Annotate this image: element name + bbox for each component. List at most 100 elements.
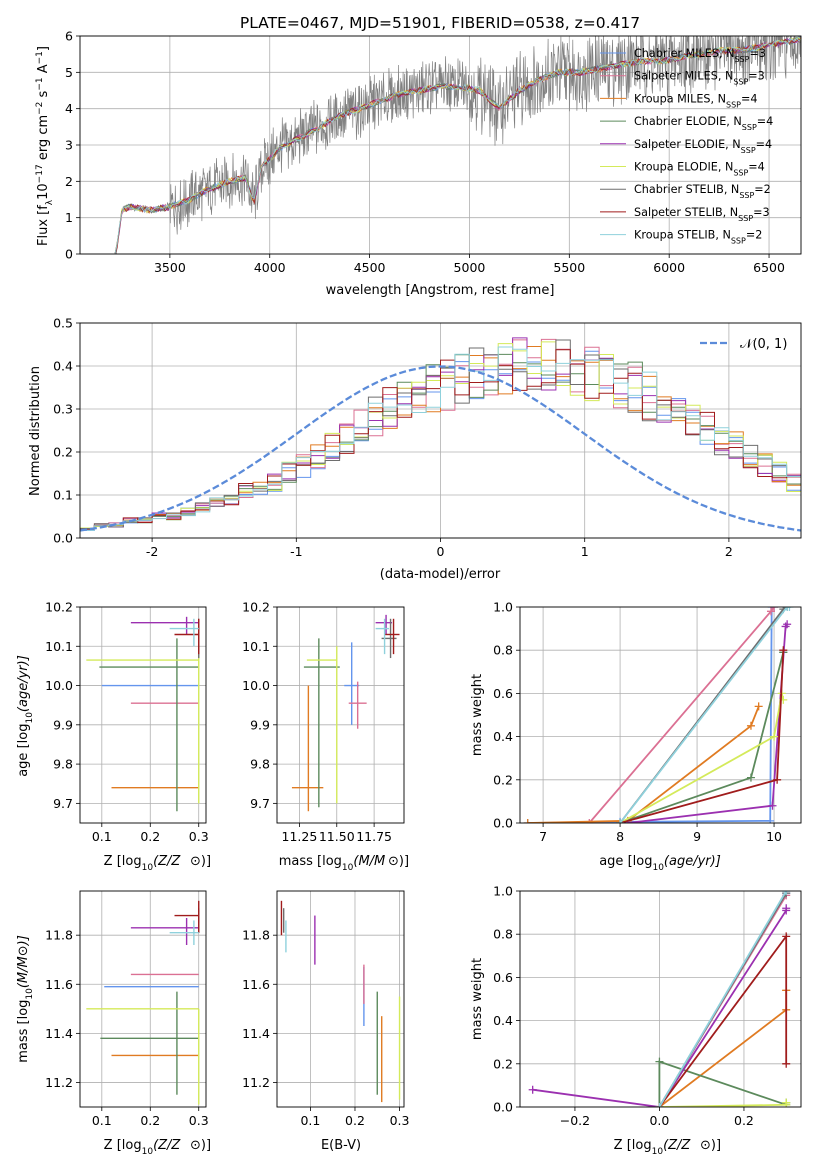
legend-entry: Chabrier ELODIE, NSSP=4 (634, 115, 773, 132)
ytick-label: 0.6 (493, 686, 513, 701)
legend-entry: 𝒩(0, 1) (740, 337, 787, 352)
grid-age_vs_Z (80, 606, 206, 823)
ytick-label: 10.1 (242, 639, 270, 654)
ytick-label: 0.0 (53, 531, 73, 546)
xtick-label: 0.2 (140, 1113, 160, 1128)
mass-weight-marker (585, 819, 594, 823)
mass-weight-marker (782, 904, 791, 913)
mass-weight-marker (782, 932, 791, 941)
ytick-label: 0.4 (53, 359, 73, 374)
xtick-label: 0.1 (300, 1113, 320, 1128)
mass-weight-marker (528, 1085, 537, 1094)
axes-frame (79, 890, 207, 1108)
ytick-label: 9.8 (53, 757, 73, 772)
x-axis-label: E(B-V) (321, 1138, 361, 1153)
ytick-label: 0.1 (53, 488, 73, 503)
errorbar-point (100, 991, 199, 1095)
ytick-label: 9.9 (250, 717, 270, 732)
plot-area-age_vs_Z (86, 616, 200, 812)
errorbar-point (130, 918, 199, 945)
xtick-label: 5500 (553, 260, 585, 275)
errorbar-point (174, 618, 200, 655)
plot-area-age_vs_mass (291, 614, 400, 812)
errorbar-point (384, 618, 400, 655)
errorbar-point (86, 638, 200, 804)
mass-weight-marker (782, 1098, 791, 1107)
mass-weight-marker (768, 801, 777, 810)
xtick-label: 5000 (454, 260, 486, 275)
xtick-label: 0.0 (649, 1113, 669, 1128)
mass-weight-marker (782, 1059, 791, 1068)
ytick-label: 1.0 (493, 884, 513, 899)
mass-weight-line (527, 706, 760, 823)
legend-entry: Salpeter STELIB, NSSP=3 (634, 206, 770, 223)
plot-area-mass_vs_ebv (280, 900, 401, 1103)
y-axis-label: Normed distribution (28, 366, 43, 496)
errorbar-point (375, 618, 390, 655)
errorbar-point (306, 646, 338, 804)
ytick-label: 0.0 (493, 816, 513, 831)
ytick-label: 0 (65, 247, 73, 262)
ytick-label: 10.0 (45, 678, 73, 693)
legend-entry: Salpeter MILES, NSSP=3 (634, 70, 765, 87)
axes-frame (519, 890, 802, 1108)
xtick-label: -2 (146, 544, 158, 559)
ytick-label: 9.7 (53, 796, 73, 811)
ytick-label: 11.4 (242, 1026, 270, 1041)
ytick-label: 11.4 (45, 1026, 73, 1041)
ytick-label: 4 (65, 101, 73, 116)
xtick-label: 1 (581, 544, 589, 559)
ytick-label: 11.6 (242, 977, 270, 992)
axes-mass_weight_vs_age: 7 8 9 10 0.0 0.2 0.4 0.6 0.8 1.0 (493, 600, 802, 844)
mass-weight-marker (655, 1103, 664, 1107)
ytick-label: 0.4 (493, 729, 513, 744)
errorbar-point (169, 920, 199, 945)
ytick-label: 0.8 (493, 643, 513, 658)
y-axis-label: mass weight (470, 674, 485, 756)
mass-weight-line (619, 693, 785, 823)
mass-weight-marker (746, 773, 755, 782)
axes-frame (276, 890, 405, 1108)
legend-entry: Kroupa ELODIE, NSSP=4 (634, 161, 765, 178)
x-axis-label: Z [log10(Z/Z (614, 1138, 692, 1157)
errorbar-point (169, 618, 199, 647)
mass-weight-line (658, 1060, 788, 1107)
mass-weight-line (658, 891, 787, 1107)
x-axis-label: mass [log10(M/M (279, 854, 386, 873)
xtick-label: 4500 (354, 260, 386, 275)
x-axis-label-suffix: ⊙)] (190, 854, 211, 869)
xtick-label: 7 (539, 829, 547, 844)
normal-curve (80, 365, 801, 532)
xtick-label: 0.1 (92, 1113, 112, 1128)
xtick-label: 10 (766, 829, 782, 844)
mass-weight-line (619, 607, 790, 823)
ytick-label: 0.2 (493, 1056, 513, 1071)
x-axis-label: wavelength [Angstrom, rest frame] (326, 283, 555, 298)
plot-area-mass_weight_vs_Z (528, 891, 791, 1107)
chart-title: PLATE=0467, MJD=51901, FIBERID=0538, z=0… (240, 14, 640, 32)
errorbar-point (86, 1008, 200, 1105)
xtick-label: 6000 (653, 260, 685, 275)
plot-area-spectrum (114, 36, 801, 254)
mass-weight-line (658, 933, 788, 1107)
xtick-label: 0.1 (92, 829, 112, 844)
mass-weight-marker (766, 816, 775, 823)
x-axis-label: (data-model)/error (380, 567, 501, 582)
plot-area-residuals (80, 337, 801, 532)
mass-weight-line (588, 607, 775, 823)
ytick-label: 9.7 (250, 796, 270, 811)
mass-weight-marker (773, 775, 782, 784)
xtick-label: 0.2 (140, 829, 160, 844)
xtick-label: 0.2 (345, 1113, 365, 1128)
xtick-label: 0.3 (390, 1113, 410, 1128)
xtick-label: 0.2 (734, 1113, 754, 1128)
xtick-label: 4000 (254, 260, 286, 275)
axes-mass_vs_ebv: 0.1 0.2 0.3 11.2 11.4 11.6 11.8 (242, 890, 410, 1128)
axes-frame (79, 606, 207, 824)
ytick-label: 11.8 (45, 928, 73, 943)
axes-frame (79, 322, 802, 539)
mass-weight-marker (655, 1057, 664, 1066)
mass-weight-marker (746, 721, 755, 730)
grid-mass_weight_vs_age (520, 606, 801, 824)
